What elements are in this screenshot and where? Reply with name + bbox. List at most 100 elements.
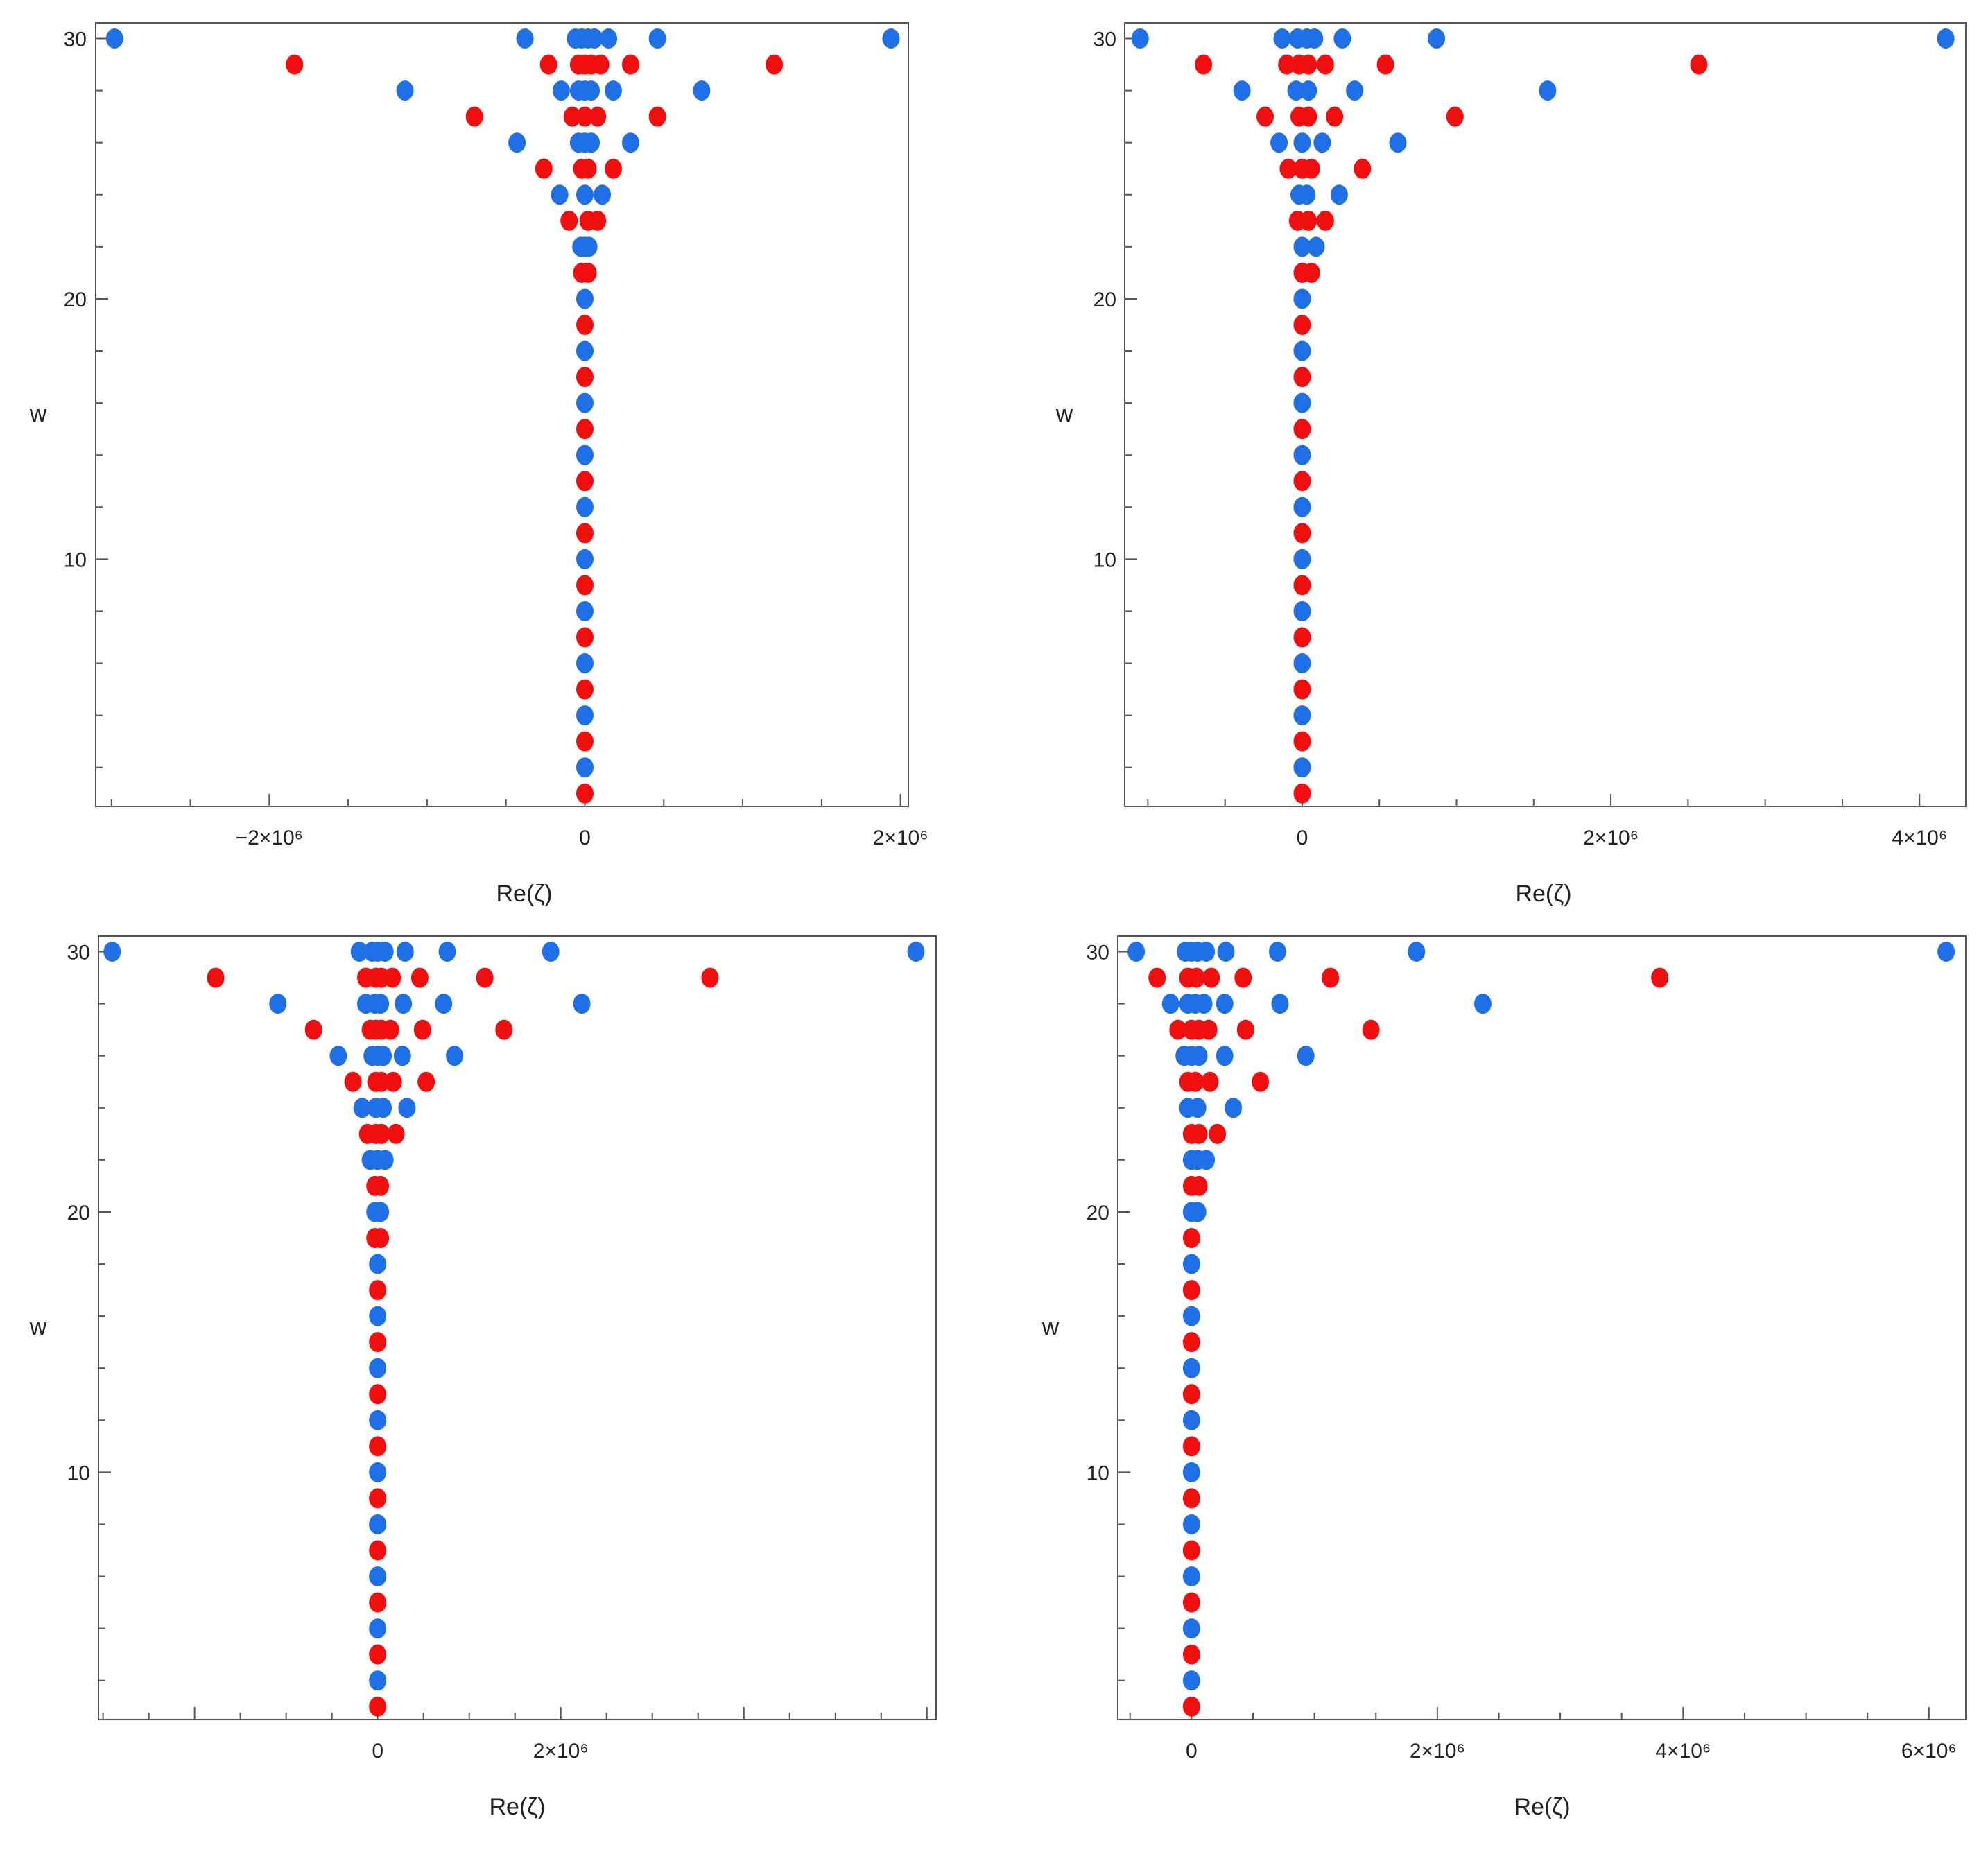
y-tick-label: 10 — [1087, 1462, 1109, 1485]
data-point-blue — [1182, 1566, 1200, 1587]
plot-frame — [98, 935, 937, 1720]
data-point-red — [1322, 967, 1340, 988]
x-axis-title: Re(ζ) — [1515, 881, 1571, 907]
data-point-red — [1201, 1071, 1219, 1092]
data-point-blue — [1198, 1150, 1216, 1170]
data-point-red — [1354, 158, 1372, 179]
data-point-red — [576, 419, 594, 440]
data-point-red — [576, 471, 594, 492]
plot-frame — [1124, 22, 1967, 807]
y-tick-label: 10 — [67, 1462, 90, 1485]
data-point-red — [495, 1019, 513, 1040]
data-point-blue — [1307, 236, 1325, 257]
data-point-red — [579, 262, 597, 283]
data-point-blue — [1333, 28, 1351, 49]
data-point-red — [1326, 106, 1344, 127]
data-point-red — [1293, 471, 1311, 492]
data-point-red — [576, 627, 594, 648]
data-point-blue — [1937, 28, 1955, 49]
data-point-red — [410, 967, 429, 988]
data-point-blue — [1198, 942, 1216, 962]
data-point-blue — [1293, 444, 1311, 465]
y-tick-label: 30 — [64, 28, 87, 51]
data-point-blue — [353, 1098, 371, 1118]
data-point-red — [535, 158, 553, 179]
data-point-blue — [1389, 132, 1407, 153]
data-point-red — [1252, 1071, 1270, 1092]
data-point-red — [1182, 1644, 1200, 1665]
data-point-blue — [576, 705, 594, 726]
data-point-blue — [1189, 1202, 1207, 1222]
x-axis-title: Re(ζ) — [489, 1794, 545, 1820]
data-point-blue — [1182, 1514, 1200, 1534]
data-point-blue — [1293, 340, 1311, 361]
data-point-blue — [369, 1514, 387, 1534]
data-point-red — [1182, 1488, 1200, 1509]
data-point-blue — [585, 28, 603, 49]
data-point-blue — [576, 288, 594, 309]
data-point-red — [369, 1332, 387, 1353]
data-point-red — [1293, 523, 1311, 544]
y-tick-label: 10 — [1094, 548, 1116, 571]
data-point-red — [579, 158, 597, 179]
data-point-blue — [1216, 994, 1234, 1014]
data-point-red — [383, 967, 401, 988]
data-point-blue — [1473, 994, 1492, 1014]
data-point-blue — [604, 80, 622, 101]
x-axis-title: Re(ζ) — [496, 881, 552, 907]
data-point-red — [1446, 106, 1464, 127]
data-point-red — [286, 54, 304, 75]
x-tick-label: 2×10⁶ — [1583, 827, 1639, 849]
data-point-blue — [1293, 288, 1311, 309]
data-point-red — [576, 106, 594, 127]
data-point-red — [1148, 967, 1166, 988]
data-point-red — [372, 1227, 390, 1248]
data-point-red — [1186, 1071, 1204, 1092]
data-point-blue — [1182, 1462, 1200, 1482]
y-tick-label: 20 — [64, 288, 87, 311]
data-point-blue — [1306, 28, 1324, 49]
data-point-blue — [1271, 994, 1289, 1014]
panel-top-left: −2×10⁶ 0 2×10⁶ 10 20 30 Re(ζ) w — [29, 22, 928, 907]
data-point-blue — [446, 1046, 464, 1066]
data-point-blue — [542, 942, 560, 962]
data-point-blue — [1268, 942, 1286, 962]
x-tick-label: 2×10⁶ — [1410, 1740, 1465, 1763]
data-point-red — [560, 210, 578, 231]
data-point-red — [1299, 210, 1317, 231]
data-point-blue — [600, 28, 618, 49]
data-point-blue — [1298, 184, 1316, 205]
data-point-red — [1182, 1696, 1200, 1717]
x-tick-label: −2×10⁶ — [236, 827, 303, 849]
data-point-blue — [1293, 236, 1311, 257]
data-point-blue — [1131, 28, 1149, 49]
data-point-blue — [103, 942, 121, 962]
data-point-red — [1200, 1019, 1218, 1040]
data-point-blue — [508, 132, 526, 153]
y-tick-label: 30 — [1094, 28, 1116, 51]
data-point-red — [384, 1071, 402, 1092]
data-point-red — [465, 106, 483, 127]
data-point-blue — [1182, 1670, 1200, 1691]
data-point-red — [1190, 1175, 1208, 1196]
data-point-blue — [693, 80, 711, 101]
x-axis-title: Re(ζ) — [1514, 1794, 1570, 1820]
data-point-red — [591, 54, 610, 75]
data-point-red — [1293, 575, 1311, 596]
data-point-blue — [1293, 132, 1311, 153]
data-point-red — [1293, 627, 1311, 648]
data-point-blue — [374, 1098, 392, 1118]
data-point-red — [1302, 262, 1320, 283]
data-point-blue — [369, 1306, 387, 1326]
data-point-blue — [372, 994, 390, 1014]
data-point-red — [1236, 1019, 1254, 1040]
data-point-blue — [551, 184, 569, 205]
y-tick-label: 20 — [1087, 1202, 1109, 1224]
data-point-red — [1182, 1332, 1200, 1353]
y-tick-label: 10 — [64, 548, 87, 571]
data-point-blue — [1182, 1410, 1200, 1430]
data-point-red — [1182, 1436, 1200, 1457]
data-point-blue — [1299, 80, 1317, 101]
data-point-blue — [1287, 80, 1305, 101]
data-point-blue — [1189, 1098, 1207, 1118]
